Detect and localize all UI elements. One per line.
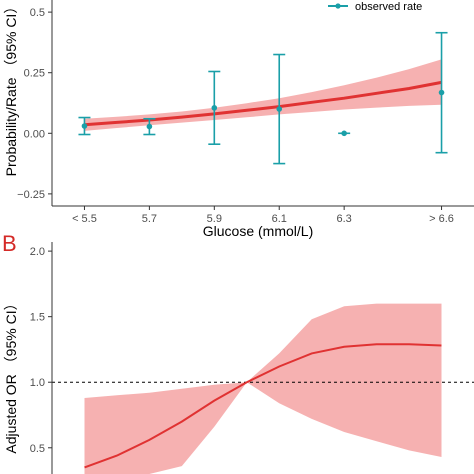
panel-b-y-tick-label-2: 1.5 — [30, 312, 45, 324]
panel-a-x-ticks: < 5.5 5.7 5.9 6.1 6.3 > 6.6 — [72, 206, 454, 225]
panel-a-axes — [51, 0, 474, 207]
panel-a-observed-points — [81, 89, 445, 137]
panel-a-y-ticks: −0.25 0.00 0.25 0.5 — [17, 7, 52, 201]
panel-a-x-tick-label-5: > 6.6 — [429, 213, 454, 225]
panel-a-x-tick-label-2: 5.9 — [207, 213, 222, 225]
panel-a-y-axis-title: Probability/Rate （95% CI） — [3, 0, 19, 176]
panel-b-y-ticks: 0.5 1.0 1.5 2.0 — [30, 246, 52, 455]
observed-point-3 — [276, 106, 283, 112]
legend-observed-label: observed rate — [355, 1, 422, 13]
panel-a-y-tick-label-0: −0.25 — [17, 189, 45, 201]
panel-b-ci-band-area — [84, 303, 442, 474]
panel-a-fit-line — [84, 80, 442, 127]
panel-a-x-tick-label-4: 6.3 — [337, 213, 352, 225]
panel-b: B 0.5 1.0 1.5 2.0 Adjusted OR （95% CI） — [2, 231, 474, 474]
panel-b-y-tick-label-3: 2.0 — [30, 246, 45, 258]
panel-a-y-tick-label-1: 0.00 — [24, 128, 45, 140]
observed-point-4 — [341, 130, 347, 137]
panel-a-legend: observed rate — [328, 1, 422, 13]
panel-b-y-axis-title: Adjusted OR （95% CI） — [3, 296, 19, 453]
panel-b-curve-line — [84, 343, 442, 469]
panel-a-fit-curve — [84, 80, 442, 127]
observed-point-0 — [81, 123, 88, 129]
panel-a-y-tick-label-2: 0.25 — [24, 68, 45, 80]
panel-b-ci-band — [84, 303, 442, 474]
observed-point-5 — [438, 89, 445, 96]
observed-point-1 — [146, 123, 153, 130]
panel-b-or-curve — [84, 343, 442, 469]
panel-a-ci-band-area — [84, 59, 442, 131]
panel-a-x-tick-label-1: 5.7 — [142, 213, 157, 225]
panel-a-x-tick-label-0: < 5.5 — [72, 213, 97, 225]
panel-a-y-tick-label-3: 0.5 — [30, 7, 45, 19]
legend-observed-point — [335, 3, 341, 9]
panel-b-y-tick-label-1: 1.0 — [30, 377, 45, 389]
observed-point-2 — [211, 105, 218, 111]
panel-b-letter: B — [2, 231, 17, 256]
panel-a: −0.250.000.250.5 < 5.5 5.7 5.9 6.1 6.3 > 6.6 … — [3, 0, 474, 239]
panel-b-y-tick-label-0: 0.5 — [30, 443, 45, 455]
panel-a-x-tick-label-3: 6.1 — [272, 213, 287, 225]
panel-a-x-axis-title: Glucose (mmol/L) — [203, 223, 313, 239]
panel-a-ci-band — [84, 59, 442, 131]
